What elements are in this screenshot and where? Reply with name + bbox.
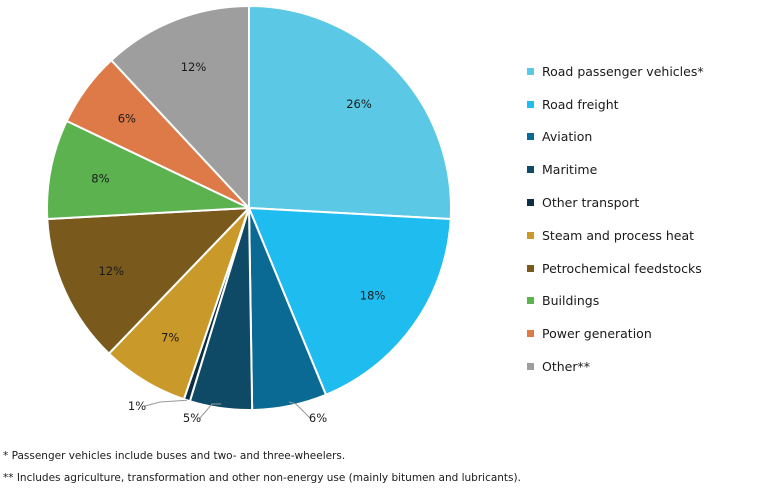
leader-line-other-transport bbox=[144, 399, 187, 407]
data-label-maritime: 5% bbox=[183, 411, 201, 425]
legend-swatch bbox=[527, 67, 534, 75]
leader-line-maritime bbox=[199, 403, 222, 419]
legend-item-petrochemical-feedstocks: Petrochemical feedstocks bbox=[527, 252, 762, 285]
legend-swatch bbox=[527, 100, 534, 108]
data-label-aviation: 6% bbox=[309, 411, 327, 425]
leader-line-aviation bbox=[288, 401, 311, 419]
legend-item-other-transport: Other transport bbox=[527, 186, 762, 219]
footnotes: * Passenger vehicles include buses and t… bbox=[3, 445, 521, 489]
data-label-steam-and-process-heat: 7% bbox=[161, 330, 179, 344]
legend-item-buildings: Buildings bbox=[527, 285, 762, 318]
legend-label: Aviation bbox=[542, 129, 593, 145]
legend-item-steam-and-process-heat: Steam and process heat bbox=[527, 219, 762, 252]
legend-item-road-freight: Road freight bbox=[527, 88, 762, 121]
legend-swatch bbox=[527, 330, 534, 338]
legend-label: Steam and process heat bbox=[542, 227, 695, 243]
data-label-other-transport: 1% bbox=[128, 399, 146, 413]
data-label-other: 12% bbox=[181, 60, 207, 74]
slice-other bbox=[109, 4, 250, 211]
legend: Road passenger vehicles* Road freight Avia… bbox=[527, 55, 762, 383]
legend-item-aviation: Aviation bbox=[527, 121, 762, 154]
legend-label: Maritime bbox=[542, 162, 598, 178]
legend-item-power-generation: Power generation bbox=[527, 317, 762, 350]
legend-item-road-passenger-vehicles: Road passenger vehicles* bbox=[527, 55, 762, 88]
slice-petrochemical-feedstocks bbox=[46, 206, 252, 356]
pie-chart: 26% 18% 6% 5% 1% 7% 12% 8% 6% 12% bbox=[46, 4, 452, 425]
legend-label: Other** bbox=[542, 359, 590, 375]
legend-swatch bbox=[527, 166, 534, 174]
slice-road-freight bbox=[247, 206, 452, 397]
legend-label: Road freight bbox=[542, 96, 619, 112]
legend-swatch bbox=[527, 363, 534, 371]
footnote-passenger: * Passenger vehicles include buses and t… bbox=[3, 450, 346, 462]
legend-item-maritime: Maritime bbox=[527, 153, 762, 186]
legend-label: Petrochemical feedstocks bbox=[542, 260, 702, 276]
legend-label: Road passenger vehicles* bbox=[542, 63, 704, 79]
legend-swatch bbox=[527, 264, 534, 272]
legend-swatch bbox=[527, 199, 534, 207]
slice-buildings bbox=[46, 119, 250, 221]
footnote-other: ** Includes agriculture, transformation … bbox=[3, 472, 521, 484]
legend-label: Other transport bbox=[542, 195, 640, 211]
data-label-buildings: 8% bbox=[91, 172, 109, 186]
data-label-road-freight: 18% bbox=[360, 289, 386, 303]
data-label-power-generation: 6% bbox=[118, 111, 136, 125]
data-label-petrochemical-feedstocks: 12% bbox=[98, 264, 124, 278]
legend-swatch bbox=[527, 231, 534, 239]
legend-swatch bbox=[527, 297, 534, 305]
slice-road-passenger-vehicles bbox=[248, 4, 452, 221]
legend-swatch bbox=[527, 133, 534, 141]
legend-label: Buildings bbox=[542, 293, 600, 309]
legend-item-other: Other** bbox=[527, 350, 762, 383]
data-label-road-passenger-vehicles: 26% bbox=[346, 97, 372, 111]
legend-label: Power generation bbox=[542, 326, 652, 342]
